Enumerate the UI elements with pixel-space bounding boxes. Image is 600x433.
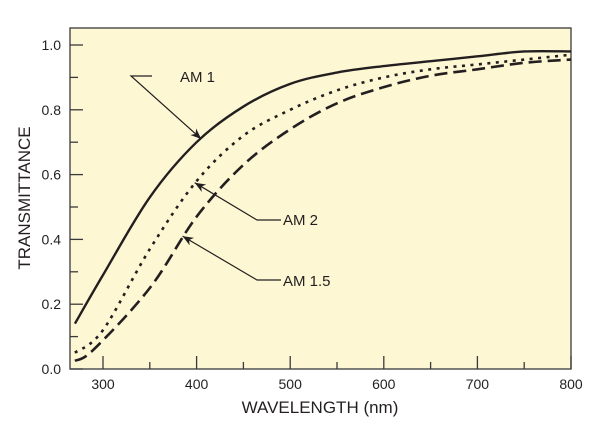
x-tick-label: 600: [372, 376, 396, 392]
annotation-arrow: [194, 182, 281, 221]
annotation-label: AM 1.5: [283, 273, 331, 290]
series-line-am-1-5: [74, 58, 572, 363]
plot-area: [69, 27, 572, 370]
series-line-am-2: [74, 53, 572, 354]
x-axis-label: WAVELENGTH (nm): [242, 398, 399, 417]
y-tick-label: 0.2: [42, 296, 62, 312]
y-axis-label: TRANSMITTANCE: [15, 126, 34, 269]
series-line-am-1: [73, 49, 572, 325]
annotation-label: AM 1: [180, 69, 215, 86]
y-tick-label: 0.6: [42, 167, 62, 183]
x-tick-label: 800: [559, 376, 583, 392]
y-tick-label: 0.4: [42, 231, 62, 247]
y-tick-label: 0.8: [42, 102, 62, 118]
annotation-arrow: [182, 235, 281, 281]
x-tick-label: 400: [185, 376, 209, 392]
annotation-arrow: [129, 75, 202, 140]
x-tick-label: 300: [91, 376, 115, 392]
y-tick-label: 1.0: [42, 37, 62, 53]
x-tick-label: 500: [279, 376, 303, 392]
x-tick-label: 700: [466, 376, 490, 392]
annotation-label: AM 2: [283, 212, 318, 229]
y-tick-label: 0.0: [42, 361, 62, 377]
